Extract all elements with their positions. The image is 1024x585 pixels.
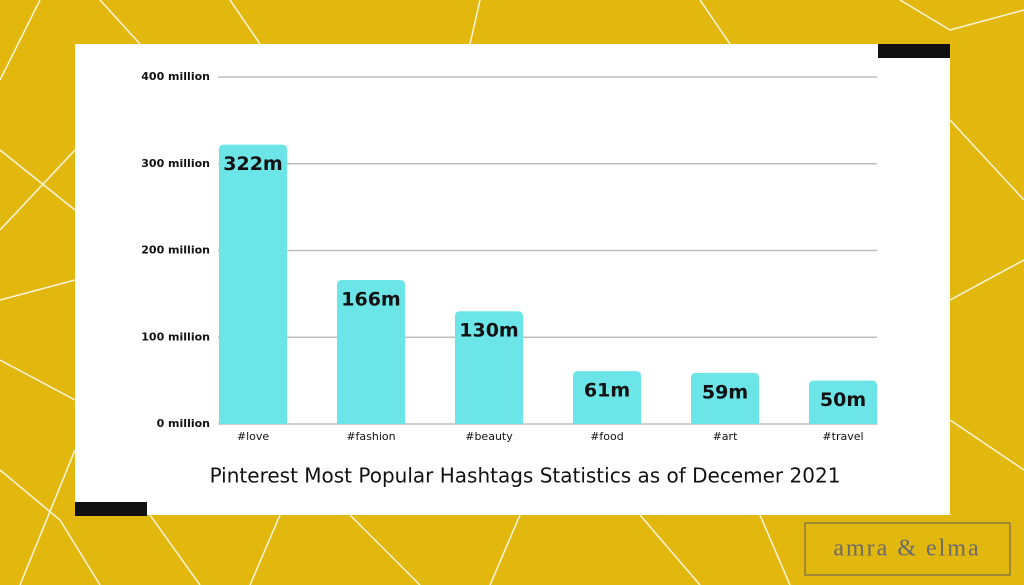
y-tick-label: 200 million	[141, 244, 210, 257]
y-tick-label: 0 million	[157, 417, 210, 430]
value-label: 61m	[584, 380, 630, 402]
bar	[219, 144, 287, 425]
panel	[75, 44, 950, 515]
corner-bar	[75, 502, 147, 516]
value-label: 322m	[223, 153, 282, 175]
value-label: 166m	[341, 288, 400, 310]
x-tick-label: #fashion	[346, 430, 395, 443]
value-label: 130m	[459, 320, 518, 342]
bar	[691, 372, 759, 424]
brand-box	[804, 522, 1011, 576]
bar	[337, 279, 405, 424]
y-tick-label: 300 million	[141, 157, 210, 170]
x-tick-label: #travel	[822, 430, 863, 443]
bar	[809, 380, 877, 424]
x-tick-label: #art	[713, 430, 738, 443]
x-tick-label: #food	[590, 430, 624, 443]
x-tick-label: #love	[237, 430, 270, 443]
bar	[573, 371, 641, 424]
y-tick-label: 400 million	[141, 70, 210, 83]
chart-title: Pinterest Most Popular Hashtags Statisti…	[210, 464, 841, 488]
x-tick-label: #beauty	[465, 430, 513, 443]
corner-bar	[878, 44, 950, 58]
brand: amra & elma	[833, 536, 980, 562]
y-tick-label: 100 million	[141, 330, 210, 343]
value-label: 50m	[820, 389, 866, 411]
bar	[455, 311, 523, 424]
value-label: 59m	[702, 381, 748, 403]
